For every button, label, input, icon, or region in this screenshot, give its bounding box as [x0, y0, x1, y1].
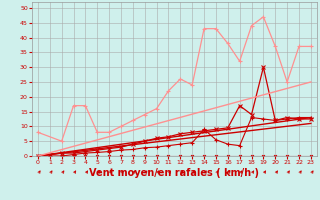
X-axis label: Vent moyen/en rafales ( km/h ): Vent moyen/en rafales ( km/h ) — [89, 168, 260, 178]
